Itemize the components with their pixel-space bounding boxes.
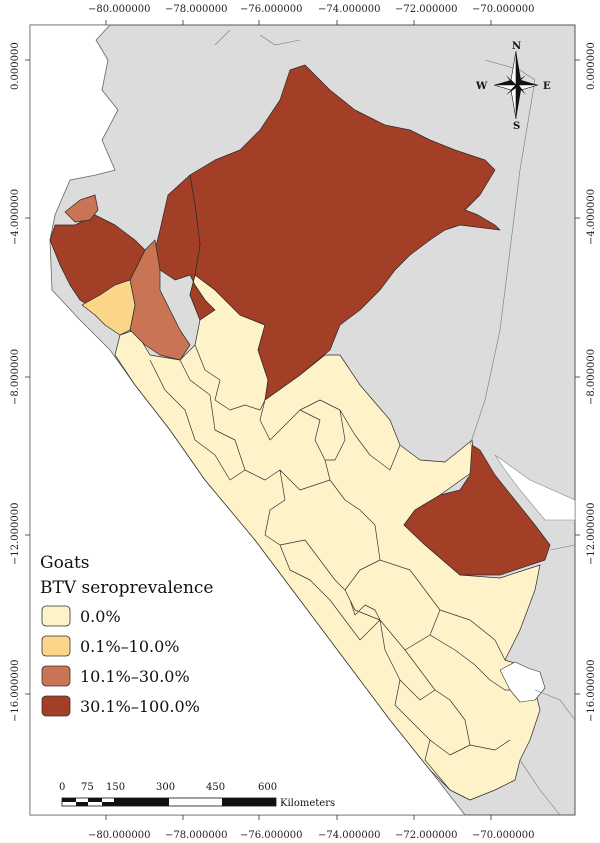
tick-top-6: −70.000000 — [472, 4, 534, 15]
scale-label-300: 300 — [156, 782, 175, 793]
tick-left-2: −4.000000 — [10, 189, 21, 245]
tick-right-2: −4.000000 — [586, 189, 597, 245]
tick-bottom-5: −72.000000 — [395, 830, 457, 841]
tick-bottom-4: −74.000000 — [318, 830, 380, 841]
tick-top-4: −74.000000 — [318, 4, 380, 15]
tick-right-3: −8.000000 — [586, 349, 597, 405]
legend-swatch-1 — [41, 605, 71, 627]
legend-label-3: 10.1%–30.0% — [80, 667, 190, 686]
region-lines — [149, 344, 520, 791]
neighbor-borders — [214, 29, 576, 816]
tick-bottom-6: −70.000000 — [472, 830, 534, 841]
tick-right-5: −16.000000 — [586, 660, 597, 722]
legend-swatch-4 — [41, 695, 71, 717]
legend: Goats BTV seroprevalence 0.0% 0.1%–10.0%… — [40, 553, 214, 717]
region-tumbes[interactable] — [64, 194, 99, 223]
tick-top-3: −76.000000 — [240, 4, 302, 15]
scale-label-450: 450 — [206, 782, 225, 793]
legend-title-line1: Goats — [40, 553, 90, 573]
tick-left-1: 0.000000 — [10, 42, 21, 90]
scale-bar: 0 75 150 300 450 600 Kilometers — [59, 782, 335, 809]
scale-unit: Kilometers — [280, 798, 335, 809]
legend-swatch-2 — [41, 635, 71, 657]
legend-label-2: 0.1%–10.0% — [80, 637, 179, 656]
tick-left-4: −12.000000 — [10, 503, 21, 565]
compass-e: E — [543, 81, 551, 92]
peru-regions — [49, 64, 551, 801]
axis-bottom: −80.000000 −78.000000 −76.000000 −74.000… — [88, 830, 534, 841]
compass-s: S — [513, 121, 520, 132]
tick-right-1: 0.000000 — [586, 42, 597, 90]
tick-top-2: −78.000000 — [165, 4, 227, 15]
axis-top: −80.000000 −78.000000 −76.000000 −74.000… — [88, 4, 534, 15]
lake-titicaca — [499, 661, 546, 703]
tick-marks — [25, 20, 580, 820]
tick-right-4: −12.000000 — [586, 503, 597, 565]
tick-top-1: −80.000000 — [88, 4, 150, 15]
scale-label-0: 0 — [59, 782, 65, 793]
tick-left-5: −16.000000 — [10, 660, 21, 722]
tick-left-3: −8.000000 — [10, 349, 21, 405]
region-loreto[interactable] — [189, 64, 501, 401]
tick-bottom-1: −80.000000 — [88, 830, 150, 841]
tick-top-5: −72.000000 — [395, 4, 457, 15]
axis-left: 0.000000 −4.000000 −8.000000 −12.000000 … — [10, 42, 21, 722]
scale-label-75: 75 — [81, 782, 94, 793]
legend-title-line2: BTV seroprevalence — [40, 578, 214, 598]
right-margin-area — [494, 454, 576, 521]
axis-right: 0.000000 −4.000000 −8.000000 −12.000000 … — [586, 42, 597, 722]
scale-label-600: 600 — [258, 782, 277, 793]
legend-swatch-3 — [41, 665, 71, 687]
compass-rose: N S E W — [475, 41, 551, 132]
compass-n: N — [512, 41, 521, 52]
tick-bottom-3: −76.000000 — [240, 830, 302, 841]
region-lambayeque[interactable] — [81, 279, 136, 336]
region-madre-de-dios[interactable] — [403, 444, 551, 576]
legend-label-1: 0.0% — [80, 607, 121, 626]
compass-w: W — [475, 81, 488, 92]
scale-label-150: 150 — [106, 782, 125, 793]
legend-label-4: 30.1%–100.0% — [80, 697, 200, 716]
tick-bottom-2: −78.000000 — [165, 830, 227, 841]
